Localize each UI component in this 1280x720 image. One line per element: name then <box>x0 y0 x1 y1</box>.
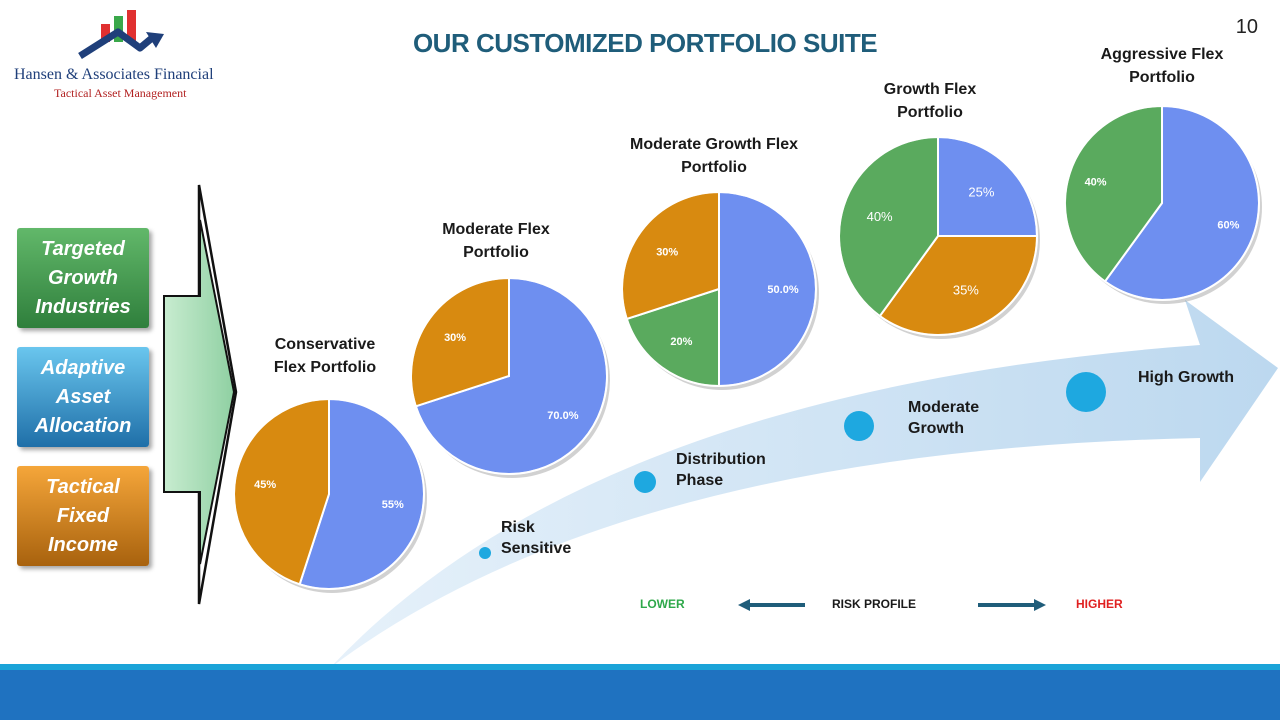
portfolio-title-moderate-growth: Moderate Growth Flex Portfolio <box>629 136 799 176</box>
risk-profile-label: RISK PROFILE <box>832 597 917 611</box>
pie-slice-label: 50.0% <box>767 284 798 296</box>
pillar-label: Tactical Fixed Income <box>46 475 120 556</box>
pie-slice-label: 30% <box>656 246 678 258</box>
pie-slice-label: 25% <box>968 185 994 200</box>
company-logo <box>78 10 164 59</box>
stage-dot-moderate-growth <box>844 411 874 441</box>
footer-accent-line <box>0 664 1280 670</box>
portfolio-title-conservative: Conservative Flex Portfolio <box>273 336 377 376</box>
stage-dot-distribution <box>634 471 656 493</box>
stage-label-high-growth: High Growth <box>1138 369 1234 386</box>
risk-left-arrow <box>738 599 805 611</box>
company-name: Hansen & Associates Financial <box>14 66 214 83</box>
footer-bar <box>0 670 1280 720</box>
portfolio-title-aggressive: Aggressive Flex Portfolio <box>1100 46 1224 86</box>
pillars-arrow-body <box>163 219 236 565</box>
risk-curve-arrow <box>330 300 1278 668</box>
pie-conservative: 55% 45% <box>233 397 427 593</box>
pie-moderate-growth: 50.0% 20% 30% <box>621 190 819 390</box>
pillar-label: Adaptive Asset Allocation <box>34 356 132 437</box>
pie-moderate: 70.0% 30% <box>410 276 610 478</box>
portfolio-title-growth: Growth Flex Portfolio <box>883 81 977 121</box>
portfolio-title-moderate: Moderate Flex Portfolio <box>442 221 550 261</box>
pie-rim <box>233 398 425 590</box>
pie-slice-label: 40% <box>1085 176 1107 188</box>
pie-rim <box>1064 105 1260 301</box>
risk-lower-label: LOWER <box>640 597 685 611</box>
pillar-tactical-fixed-income: Tactical Fixed Income <box>17 466 149 566</box>
pie-aggressive: 60% 40% <box>1064 104 1262 304</box>
page-title: OUR CUSTOMIZED PORTFOLIO SUITE <box>412 28 878 58</box>
pie-rim <box>621 191 817 387</box>
pie-slice-label: 60% <box>1217 220 1239 232</box>
pillar-adaptive-allocation: Adaptive Asset Allocation <box>17 347 149 447</box>
pillar-label: Targeted Growth Industries <box>35 237 131 318</box>
stage-dot-high-growth <box>1066 372 1106 412</box>
pie-slice-label: 45% <box>254 479 276 491</box>
pillar-targeted-growth: Targeted Growth Industries <box>17 228 149 328</box>
stage-label-moderate-growth: Moderate Growth <box>908 399 980 437</box>
pie-rim <box>838 136 1038 336</box>
pie-slice-label: 35% <box>953 283 979 298</box>
stage-label-distribution: Distribution Phase <box>676 451 766 489</box>
risk-higher-label: HIGHER <box>1076 597 1123 611</box>
page-number: 10 <box>1235 16 1258 38</box>
risk-right-arrow <box>978 599 1046 611</box>
stage-dot-risk-sensitive <box>479 547 491 559</box>
pie-rim <box>410 277 608 475</box>
pie-slice-label: 20% <box>670 336 692 348</box>
pie-slice-label: 70.0% <box>547 410 578 422</box>
stage-label-risk-sensitive: Risk Sensitive <box>501 519 572 557</box>
pie-slice-label: 40% <box>867 209 893 224</box>
pie-slice-label: 55% <box>382 499 404 511</box>
pie-slice-label: 30% <box>444 332 466 344</box>
pie-growth: 25% 35% 40% <box>838 135 1040 339</box>
company-tagline: Tactical Asset Management <box>54 86 187 100</box>
